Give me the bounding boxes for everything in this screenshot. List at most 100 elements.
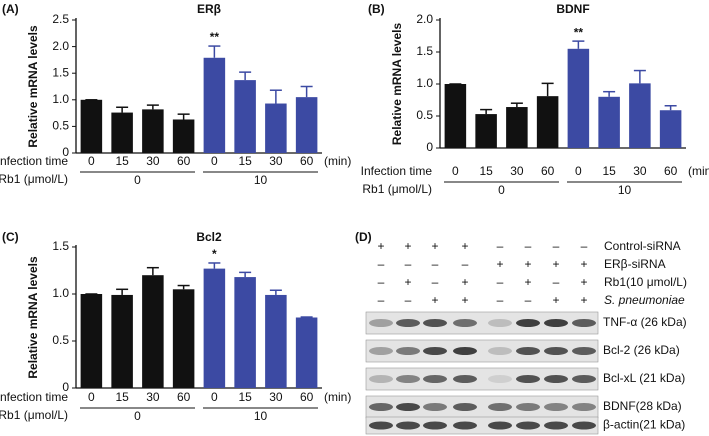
bar	[659, 110, 682, 148]
blot-band	[453, 403, 477, 411]
blot-band	[516, 421, 540, 430]
treatment-sign: +	[580, 293, 587, 307]
treatment-sign: –	[378, 293, 385, 307]
blot-band	[423, 375, 447, 383]
bar	[265, 294, 287, 388]
blot-strip	[365, 367, 599, 391]
blot-band	[488, 347, 512, 355]
group-label: 10	[254, 173, 268, 187]
blot-band	[369, 403, 393, 411]
blot-band	[453, 319, 477, 327]
bar	[567, 48, 590, 148]
bar	[172, 119, 195, 153]
blot-band	[396, 403, 420, 411]
bar	[598, 96, 620, 148]
blot-band	[369, 421, 393, 430]
treatment-sign: +	[552, 257, 559, 271]
y-axis-title: Relative mRNA levels	[26, 25, 40, 148]
treatment-sign: +	[404, 275, 411, 289]
treatment-sign: +	[404, 239, 411, 253]
x-tick-label: 0	[211, 390, 218, 404]
bar	[142, 275, 164, 388]
x-row-label: Infection time	[361, 164, 433, 178]
x-tick-label: 30	[146, 390, 160, 404]
y-tick-label: 1.0	[416, 76, 433, 90]
treatment-sign: +	[461, 293, 468, 307]
x-tick-label: 15	[479, 164, 493, 178]
treatment-name: Rb1(10 μmol/L)	[604, 275, 687, 289]
x-tick-label: 0	[575, 164, 582, 178]
x-tick-label: 60	[664, 164, 678, 178]
x-unit: (min)	[688, 164, 709, 178]
y-tick-label: 1.0	[52, 92, 69, 106]
bar	[172, 289, 195, 388]
x-tick-label: 30	[269, 154, 283, 168]
y-tick-label: 1.5	[52, 239, 69, 253]
treatment-sign: +	[431, 293, 438, 307]
treatment-sign: –	[497, 293, 504, 307]
blot-band	[396, 347, 420, 355]
treatment-sign: +	[496, 257, 503, 271]
bar	[265, 103, 287, 153]
panel-label: (D)	[355, 230, 372, 244]
y-tick-label: 0.5	[416, 108, 433, 122]
x-tick-label: 0	[88, 390, 95, 404]
blot-band	[516, 375, 540, 383]
panel-label: (C)	[2, 230, 19, 244]
treatment-sign: +	[431, 239, 438, 253]
blot-band	[396, 421, 420, 430]
treatment-sign: +	[524, 257, 531, 271]
treatment-sign: +	[524, 275, 531, 289]
blot-band	[572, 375, 596, 383]
blot-band	[572, 347, 596, 355]
bar	[142, 109, 164, 153]
significance: **	[574, 25, 584, 39]
treatment-name: S. pneumoniae	[604, 293, 685, 307]
blot-band	[423, 319, 447, 327]
blot-band	[544, 421, 568, 430]
treatment-name: Control-siRNA	[604, 239, 681, 253]
y-tick-label: 1.5	[52, 65, 69, 79]
blot-strip	[365, 416, 599, 435]
x-tick-label: 0	[211, 154, 218, 168]
group-label: 0	[134, 173, 141, 187]
treatment-sign: +	[580, 257, 587, 271]
blot-band	[516, 347, 540, 355]
y-tick-label: 0.5	[52, 333, 69, 347]
x-tick-label: 60	[177, 154, 191, 168]
y-tick-label: 1.5	[416, 44, 433, 58]
x-tick-label: 15	[238, 154, 252, 168]
bar	[475, 114, 497, 148]
x-unit: (min)	[324, 390, 351, 404]
band-label: β-actin(21 kDa)	[603, 418, 685, 432]
x-tick-label: 60	[300, 154, 314, 168]
significance: **	[210, 30, 220, 44]
treatment-sign: –	[525, 293, 532, 307]
y-tick-label: 0	[426, 140, 433, 154]
treatment-sign: –	[525, 239, 532, 253]
x-tick-label: 60	[177, 390, 191, 404]
blot-band	[423, 421, 447, 430]
bar	[203, 268, 226, 388]
y-tick-label: 0	[62, 145, 69, 159]
treatment-sign: –	[553, 275, 560, 289]
group-row-label: Rb1 (μmol/L)	[0, 172, 68, 186]
blot-band	[488, 375, 512, 383]
blot-band	[572, 319, 596, 327]
x-tick-label: 15	[115, 154, 129, 168]
treatment-sign: –	[497, 275, 504, 289]
blot-band	[369, 347, 393, 355]
panel-label: (B)	[368, 2, 385, 16]
treatment-sign: –	[462, 257, 469, 271]
bar	[629, 83, 651, 148]
x-tick-label: 15	[602, 164, 616, 178]
bar	[111, 294, 133, 388]
blot-band	[396, 319, 420, 327]
x-tick-label: 30	[510, 164, 524, 178]
blot-band	[516, 319, 540, 327]
blot-band	[423, 347, 447, 355]
chart-title: ERβ	[197, 2, 221, 16]
bar	[80, 294, 103, 388]
blot-band	[572, 403, 596, 411]
band-label: TNF-α (26 kDa)	[603, 315, 687, 329]
